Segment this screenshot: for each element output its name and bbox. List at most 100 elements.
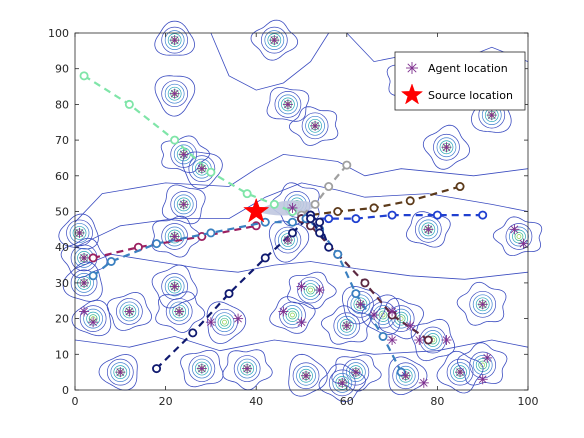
trajectory-point bbox=[324, 214, 334, 224]
contour-ring bbox=[217, 315, 232, 330]
asterisk-stroke bbox=[370, 311, 378, 319]
contour-ring bbox=[306, 285, 315, 295]
asterisk-stroke bbox=[388, 336, 396, 344]
agent-marker bbox=[205, 317, 216, 328]
outer-contour bbox=[151, 264, 198, 309]
x-tick-label: 60 bbox=[340, 395, 354, 408]
agent-marker bbox=[455, 367, 466, 378]
y-tick-label: 60 bbox=[55, 170, 69, 183]
outer-contour bbox=[269, 296, 316, 334]
asterisk-stroke bbox=[478, 375, 487, 384]
trajectory-point bbox=[310, 199, 320, 209]
asterisk-stroke bbox=[519, 239, 528, 248]
asterisk-stroke bbox=[243, 364, 251, 373]
contour-ring bbox=[346, 362, 366, 382]
trajectory-point bbox=[333, 206, 343, 216]
contour-ring bbox=[305, 115, 325, 136]
contour-ring bbox=[392, 362, 420, 390]
asterisk-stroke bbox=[80, 279, 88, 287]
agent-trajectories bbox=[79, 71, 488, 377]
contour-ring bbox=[191, 358, 212, 379]
contour-ring bbox=[167, 33, 182, 47]
asterisk-stroke bbox=[388, 307, 396, 316]
asterisk-stroke bbox=[442, 336, 451, 344]
outer-contour bbox=[492, 216, 543, 257]
y-tick-label: 30 bbox=[55, 277, 69, 290]
contour-ring bbox=[161, 26, 189, 54]
contour-ring bbox=[170, 191, 198, 218]
agent-marker bbox=[441, 335, 452, 346]
agent-marker bbox=[282, 235, 293, 246]
asterisk-stroke bbox=[315, 286, 324, 294]
agent-marker bbox=[196, 363, 207, 374]
agent-marker bbox=[269, 35, 280, 46]
contour-ring bbox=[421, 222, 436, 237]
asterisk-stroke bbox=[284, 100, 292, 109]
agent-marker bbox=[79, 306, 90, 317]
trajectory-point bbox=[351, 289, 361, 299]
trajectory-point bbox=[88, 271, 98, 281]
contour-ring bbox=[173, 194, 194, 215]
trajectory-point bbox=[287, 217, 297, 227]
trajectory-point bbox=[333, 249, 343, 259]
agent-marker bbox=[178, 149, 189, 160]
contour-ring bbox=[450, 362, 470, 382]
agent-marker bbox=[400, 370, 411, 381]
agent-marker bbox=[196, 163, 207, 174]
contour-ring bbox=[260, 26, 288, 54]
agent-marker bbox=[233, 313, 244, 324]
asterisk-stroke bbox=[197, 164, 206, 173]
contour-ring bbox=[110, 362, 131, 382]
legend-asterisk bbox=[406, 62, 418, 74]
contour-ring bbox=[70, 269, 98, 297]
trajectory-1 bbox=[296, 160, 352, 220]
contour-ring bbox=[167, 86, 182, 101]
asterisk-stroke bbox=[356, 300, 365, 309]
contour-ring bbox=[194, 361, 209, 376]
contour-ring bbox=[274, 91, 302, 118]
asterisk-stroke bbox=[80, 254, 88, 262]
contour-ring bbox=[264, 30, 285, 50]
contour-ring bbox=[336, 315, 357, 336]
trajectory-point bbox=[432, 210, 442, 220]
contour-ring bbox=[288, 310, 297, 320]
outer-contour bbox=[180, 350, 224, 388]
contour-ring bbox=[433, 133, 460, 161]
contour-ring bbox=[165, 298, 193, 325]
contour-ring bbox=[167, 229, 182, 244]
asterisk-stroke bbox=[288, 204, 297, 212]
asterisk-stroke bbox=[284, 236, 292, 244]
trajectory-point bbox=[315, 228, 325, 238]
asterisk-stroke bbox=[116, 368, 125, 377]
agent-marker bbox=[310, 120, 321, 131]
contour-ring bbox=[233, 355, 261, 382]
x-axis-ticks: 0 20 40 60 80 100 bbox=[72, 33, 539, 408]
source-marker bbox=[243, 197, 270, 223]
asterisk-stroke bbox=[311, 121, 319, 130]
contour-ring bbox=[353, 297, 368, 312]
trajectory-line bbox=[300, 164, 348, 216]
contour-ring bbox=[278, 94, 298, 115]
outer-contour bbox=[182, 151, 223, 190]
contour-ring bbox=[301, 112, 329, 140]
agent-marker bbox=[169, 231, 180, 242]
asterisk-stroke bbox=[170, 282, 179, 291]
trajectory-point bbox=[269, 199, 279, 209]
contour-ring bbox=[274, 226, 302, 254]
asterisk-stroke bbox=[170, 232, 179, 241]
contour-ring bbox=[308, 287, 313, 293]
legend-agent-marker bbox=[406, 62, 418, 74]
agent-marker bbox=[287, 202, 298, 213]
agent-marker bbox=[518, 238, 529, 249]
trajectory-line bbox=[92, 221, 293, 277]
contour-ring bbox=[278, 230, 298, 250]
agent-marker bbox=[350, 367, 361, 378]
asterisk-stroke bbox=[297, 282, 306, 291]
trajectory-line bbox=[300, 217, 429, 341]
trajectory-point bbox=[478, 210, 488, 220]
outer-contour bbox=[74, 335, 529, 355]
outer-contour bbox=[98, 354, 138, 391]
asterisk-stroke bbox=[125, 307, 134, 316]
contour-ring bbox=[116, 298, 143, 325]
outer-contour bbox=[250, 19, 299, 61]
